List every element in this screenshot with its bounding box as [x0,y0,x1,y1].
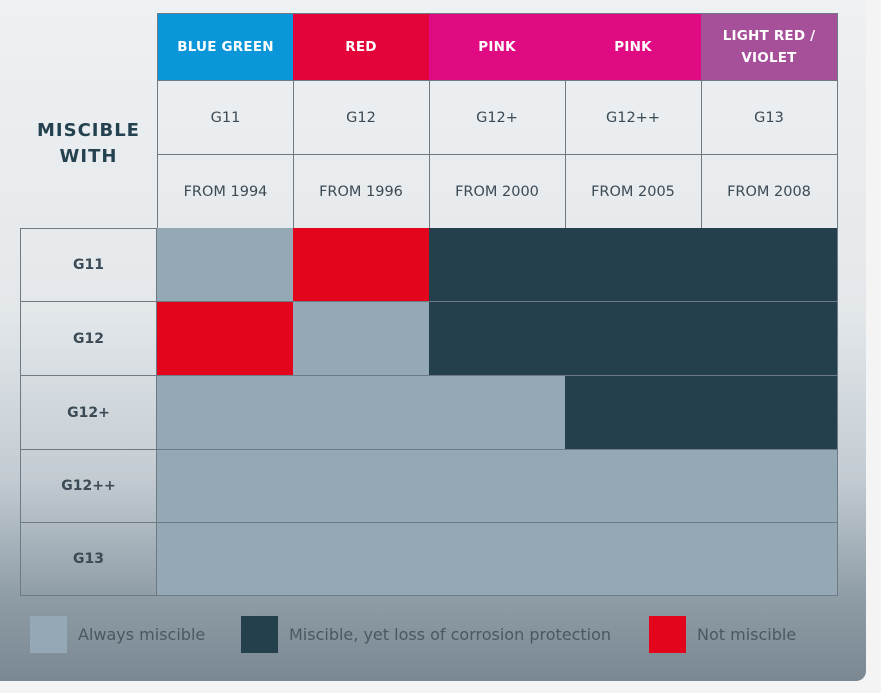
compatibility-cell [565,302,702,376]
compatibility-cell [293,302,430,376]
legend-label: Miscible, yet loss of corrosion protecti… [289,625,612,644]
column-color-header: RED [293,13,430,81]
compatibility-cell [429,523,566,596]
compatibility-cell [429,228,566,302]
compatibility-panel: MISCIBLE WITH BLUE GREEN G11 FROM 1994 RED G… [0,0,866,681]
compatibility-cell [701,523,838,596]
compatibility-cell [429,302,566,376]
column-code-cell: G13 [701,81,838,155]
compatibility-cell [157,302,294,376]
compatibility-cell [701,228,838,302]
compatibility-cell [293,450,430,523]
column-code-cell: G12 [293,81,430,155]
compatibility-cell [293,376,430,450]
column-code-cell: G11 [157,81,294,155]
compatibility-cell [565,376,702,450]
compatibility-cell [701,450,838,523]
column-color-header: LIGHT RED / VIOLET [701,13,838,81]
column-year-cell: FROM 2008 [701,155,838,229]
compatibility-cell [293,228,430,302]
compatibility-cell [565,523,702,596]
compatibility-cell [157,450,294,523]
column-year-cell: FROM 1996 [293,155,430,229]
legend-label: Always miscible [78,625,206,644]
compatibility-cell [157,376,294,450]
row-label: G11 [20,228,157,302]
compatibility-cell [565,228,702,302]
compatibility-cell [429,450,566,523]
legend: Always miscible Miscible, yet loss of cor… [0,610,866,660]
legend-swatch [649,616,686,653]
compatibility-cell [565,450,702,523]
legend-swatch [30,616,67,653]
column-color-header: PINK [565,13,702,81]
compatibility-cell [701,302,838,376]
row-label: G13 [20,523,157,596]
row-label: G12 [20,302,157,376]
column-color-header: BLUE GREEN [157,13,294,81]
compatibility-cell [157,523,294,596]
compatibility-cell [157,228,294,302]
row-label: G12++ [20,450,157,523]
legend-label: Not miscible [697,625,797,644]
row-label: G12+ [20,376,157,450]
miscible-with-title: MISCIBLE WITH [37,120,140,167]
compatibility-cell [293,523,430,596]
column-code-cell: G12+ [429,81,566,155]
compatibility-table: BLUE GREEN G11 FROM 1994 RED G12 FROM 1996 PIN… [20,13,838,596]
column-year-cell: FROM 1994 [157,155,294,229]
column-year-cell: FROM 2005 [565,155,702,229]
column-color-header: PINK [429,13,566,81]
compatibility-cell [429,376,566,450]
compatibility-cell [701,376,838,450]
column-year-cell: FROM 2000 [429,155,566,229]
column-code-cell: G12++ [565,81,702,155]
legend-swatch [241,616,278,653]
